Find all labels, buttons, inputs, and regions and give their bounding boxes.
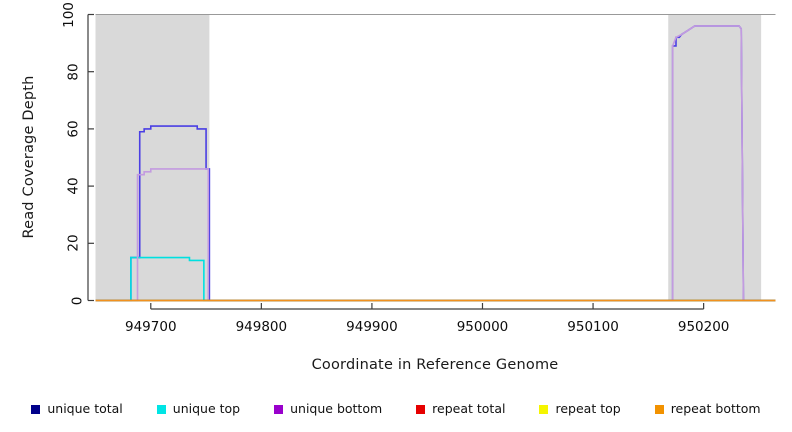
legend-swatch-icon [274, 404, 284, 414]
x-tick-label: 949700 [125, 319, 177, 335]
chart-legend: unique total unique top unique bottom repea… [0, 398, 792, 420]
legend-label: unique top [172, 401, 241, 416]
x-tick-label: 949900 [346, 319, 398, 335]
y-tick-label: 0 [69, 296, 86, 305]
legend-label: repeat bottom [670, 401, 761, 416]
x-axis-title: Coordinate in Reference Genome [311, 357, 559, 373]
y-tick-label: 100 [61, 1, 78, 28]
legend-label: repeat total [432, 401, 506, 416]
legend-label: unique bottom [290, 401, 383, 416]
series-line-unique-top [95, 256, 776, 302]
series-line-unique-bottom [95, 25, 776, 302]
legend-swatch-icon [654, 404, 664, 414]
legend-swatch-icon [156, 404, 166, 414]
legend-label: unique total [47, 401, 123, 416]
shaded-region-repeat-region-left [95, 14, 210, 301]
legend-item-repeat-total[interactable]: repeat total [416, 401, 506, 416]
x-tick-label: 950100 [567, 319, 619, 335]
y-tick-label: 40 [65, 177, 82, 195]
legend-item-unique-top[interactable]: unique top [156, 401, 241, 416]
x-tick-label: 949800 [235, 319, 288, 335]
y-tick-label: 80 [65, 63, 82, 81]
y-tick-label: 20 [65, 234, 82, 252]
legend-item-unique-bottom[interactable]: unique bottom [274, 401, 383, 416]
x-tick-label: 950200 [677, 319, 730, 335]
y-tick-label: 60 [65, 120, 82, 138]
x-tick-label: 950000 [456, 319, 509, 335]
legend-label: repeat top [555, 401, 621, 416]
shaded-region-repeat-region-right [668, 14, 762, 301]
legend-swatch-icon [31, 404, 41, 414]
legend-swatch-icon [416, 404, 426, 414]
legend-item-repeat-bottom[interactable]: repeat bottom [654, 401, 761, 416]
legend-item-unique-total[interactable]: unique total [31, 401, 123, 416]
legend-swatch-icon [539, 404, 549, 414]
y-axis-title: Read Coverage Depth [21, 75, 37, 239]
legend-item-repeat-top[interactable]: repeat top [539, 401, 621, 416]
